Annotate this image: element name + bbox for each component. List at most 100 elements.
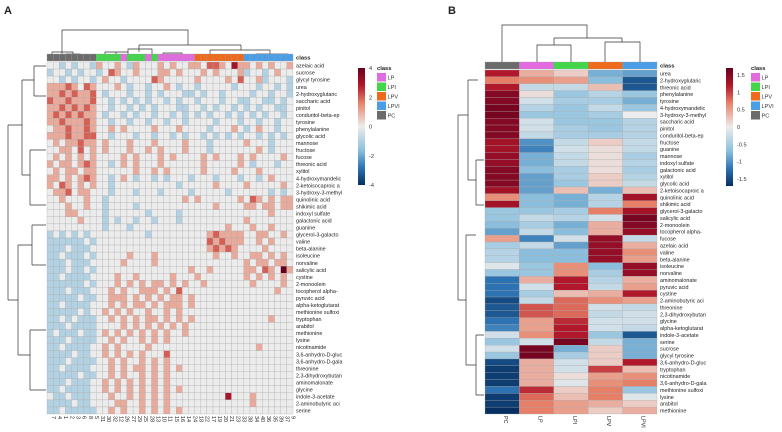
heatmap-cell xyxy=(157,336,164,344)
heatmap-cell xyxy=(225,392,232,401)
heatmap-cell xyxy=(274,329,281,337)
heatmap-cell xyxy=(139,399,146,408)
heatmap-cell xyxy=(194,315,201,323)
heatmap-cell xyxy=(145,181,152,189)
heatmap-cell xyxy=(175,202,183,210)
heatmap-cell xyxy=(280,111,288,119)
heatmap-cell xyxy=(255,287,263,295)
heatmap-cell xyxy=(108,364,115,372)
heatmap-cell xyxy=(588,179,623,188)
heatmap-cell xyxy=(163,350,171,358)
heatmap-cell xyxy=(46,160,54,168)
heatmap-cell xyxy=(286,75,294,84)
heatmap-cell xyxy=(268,385,275,394)
heatmap-cell xyxy=(120,75,128,84)
heatmap-cell xyxy=(219,258,226,267)
heatmap-cell xyxy=(102,237,109,246)
heatmap-cell xyxy=(77,336,85,344)
heatmap-cell xyxy=(132,160,140,168)
heatmap-cell xyxy=(255,350,263,358)
heatmap-cell xyxy=(53,364,60,372)
row-label: isoleucine xyxy=(296,254,320,260)
heatmap-cell xyxy=(225,350,232,358)
heatmap-cell xyxy=(96,125,103,133)
heatmap-cell xyxy=(280,406,288,415)
heatmap-cell xyxy=(484,262,520,270)
heatmap-cell xyxy=(286,61,294,70)
row-label: galactonic acid xyxy=(660,168,696,174)
class-bar-cell xyxy=(622,61,658,70)
heatmap-cell xyxy=(157,315,164,323)
column-label: 19 xyxy=(216,416,222,422)
heatmap-cell xyxy=(145,111,152,119)
heatmap-cell xyxy=(237,118,244,126)
heatmap-cell xyxy=(200,237,208,246)
heatmap-cell xyxy=(145,301,152,309)
heatmap-cell xyxy=(182,174,189,182)
heatmap-cell xyxy=(206,160,214,168)
heatmap-cell xyxy=(145,251,152,260)
heatmap-cell xyxy=(219,97,226,105)
heatmap-cell xyxy=(243,378,251,386)
colorbar-tick-label: 1 xyxy=(737,90,740,96)
heatmap-cell xyxy=(188,301,195,309)
heatmap-cell xyxy=(243,343,251,351)
heatmap-cell xyxy=(89,258,97,267)
heatmap-cell xyxy=(519,283,554,291)
heatmap-cell xyxy=(231,132,238,140)
heatmap-cell xyxy=(588,379,623,387)
heatmap-cell xyxy=(255,188,263,196)
heatmap-cell xyxy=(243,350,251,358)
heatmap-cell xyxy=(194,322,201,330)
heatmap-cell xyxy=(212,188,220,196)
heatmap-cell xyxy=(519,262,554,270)
heatmap-cell xyxy=(262,90,269,98)
heatmap-cell xyxy=(286,223,294,232)
heatmap-cell xyxy=(151,287,158,295)
class-legend-swatch xyxy=(751,92,760,101)
heatmap-cell xyxy=(120,406,128,415)
heatmap-cell xyxy=(59,273,66,281)
heatmap-cell xyxy=(126,174,134,182)
class-bar-cell xyxy=(157,53,164,62)
heatmap-cell xyxy=(175,153,183,161)
heatmap-cell xyxy=(182,280,189,288)
heatmap-cell xyxy=(139,160,146,168)
heatmap-cell xyxy=(225,244,232,253)
heatmap-cell xyxy=(108,160,115,168)
heatmap-cell xyxy=(553,228,589,236)
heatmap-cell xyxy=(108,230,115,239)
heatmap-cell xyxy=(53,68,60,77)
heatmap-cell xyxy=(206,273,214,281)
heatmap-cell xyxy=(243,266,251,274)
colorbar-a xyxy=(358,68,365,185)
heatmap-cell xyxy=(169,111,177,119)
heatmap-cell xyxy=(83,371,91,379)
heatmap-cell xyxy=(145,132,152,140)
heatmap-cell xyxy=(188,364,195,372)
heatmap-cell xyxy=(157,104,164,112)
heatmap-cell xyxy=(249,90,257,98)
heatmap-cell xyxy=(206,97,214,105)
heatmap-cell xyxy=(175,329,183,337)
heatmap-cell xyxy=(286,294,294,302)
heatmap-cell xyxy=(102,287,109,295)
heatmap-cell xyxy=(151,350,158,358)
heatmap-cell xyxy=(53,266,60,274)
heatmap-cell xyxy=(286,181,294,189)
heatmap-cell xyxy=(622,200,658,208)
heatmap-cell xyxy=(132,350,140,358)
heatmap-cell xyxy=(145,68,152,77)
heatmap-cell xyxy=(169,195,177,203)
row-label: fructose xyxy=(660,140,679,146)
heatmap-cell xyxy=(175,385,183,394)
heatmap-cell xyxy=(243,90,251,98)
heatmap-cell xyxy=(249,132,257,140)
heatmap-cell xyxy=(553,241,589,250)
heatmap-cell xyxy=(188,90,195,98)
heatmap-cell xyxy=(188,378,195,386)
heatmap-cell xyxy=(157,301,164,309)
heatmap-cell xyxy=(53,258,60,267)
heatmap-cell xyxy=(46,104,54,112)
heatmap-cell xyxy=(151,301,158,309)
